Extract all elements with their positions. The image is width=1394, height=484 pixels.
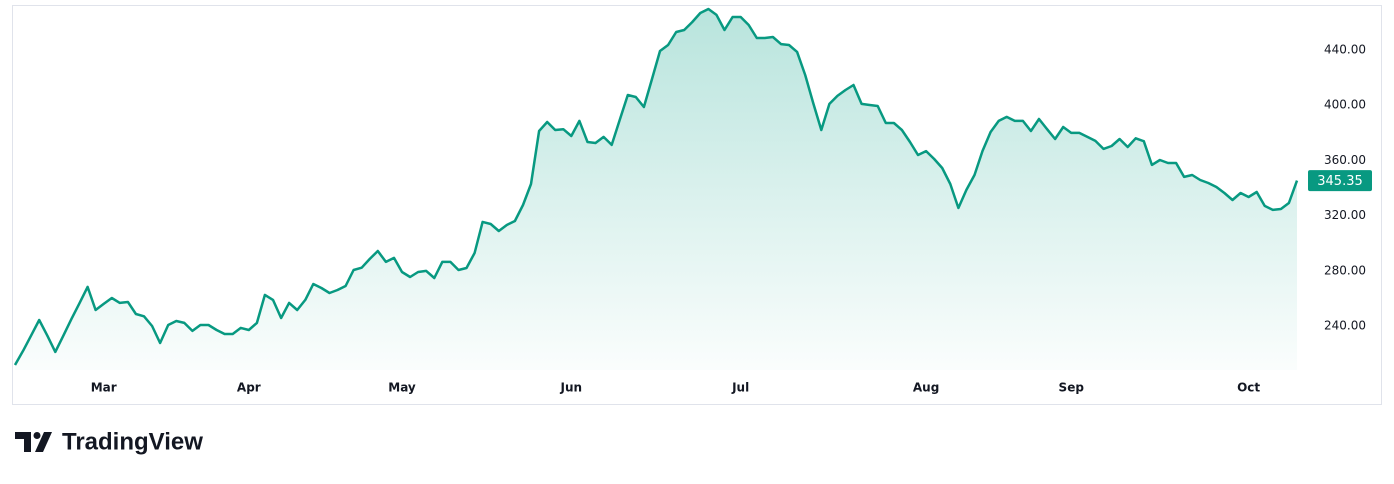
x-tick-label: Sep bbox=[1059, 381, 1085, 395]
x-tick-label: Apr bbox=[237, 381, 261, 395]
y-tick-label: 240.00 bbox=[1324, 318, 1366, 332]
logo-icon bbox=[15, 432, 52, 452]
x-tick-label: Oct bbox=[1237, 381, 1260, 395]
x-tick-label: Jul bbox=[731, 381, 749, 395]
x-tick-label: Jun bbox=[560, 381, 583, 395]
area-fill bbox=[15, 9, 1297, 370]
brand-name: TradingView bbox=[62, 428, 203, 455]
price-line bbox=[13, 7, 1299, 366]
y-tick-label: 320.00 bbox=[1324, 208, 1366, 222]
x-tick-label: May bbox=[388, 381, 416, 395]
y-tick-label: 360.00 bbox=[1324, 153, 1366, 167]
x-tick-label: Aug bbox=[913, 381, 939, 395]
y-tick-label: 280.00 bbox=[1324, 263, 1366, 277]
chart-frame bbox=[12, 5, 1382, 405]
last-price-label: 345.35 bbox=[1317, 174, 1363, 189]
y-tick-label: 400.00 bbox=[1324, 98, 1366, 112]
y-tick-label: 440.00 bbox=[1324, 42, 1366, 56]
last-price-box bbox=[1308, 170, 1372, 192]
x-tick-label: Mar bbox=[91, 381, 117, 395]
